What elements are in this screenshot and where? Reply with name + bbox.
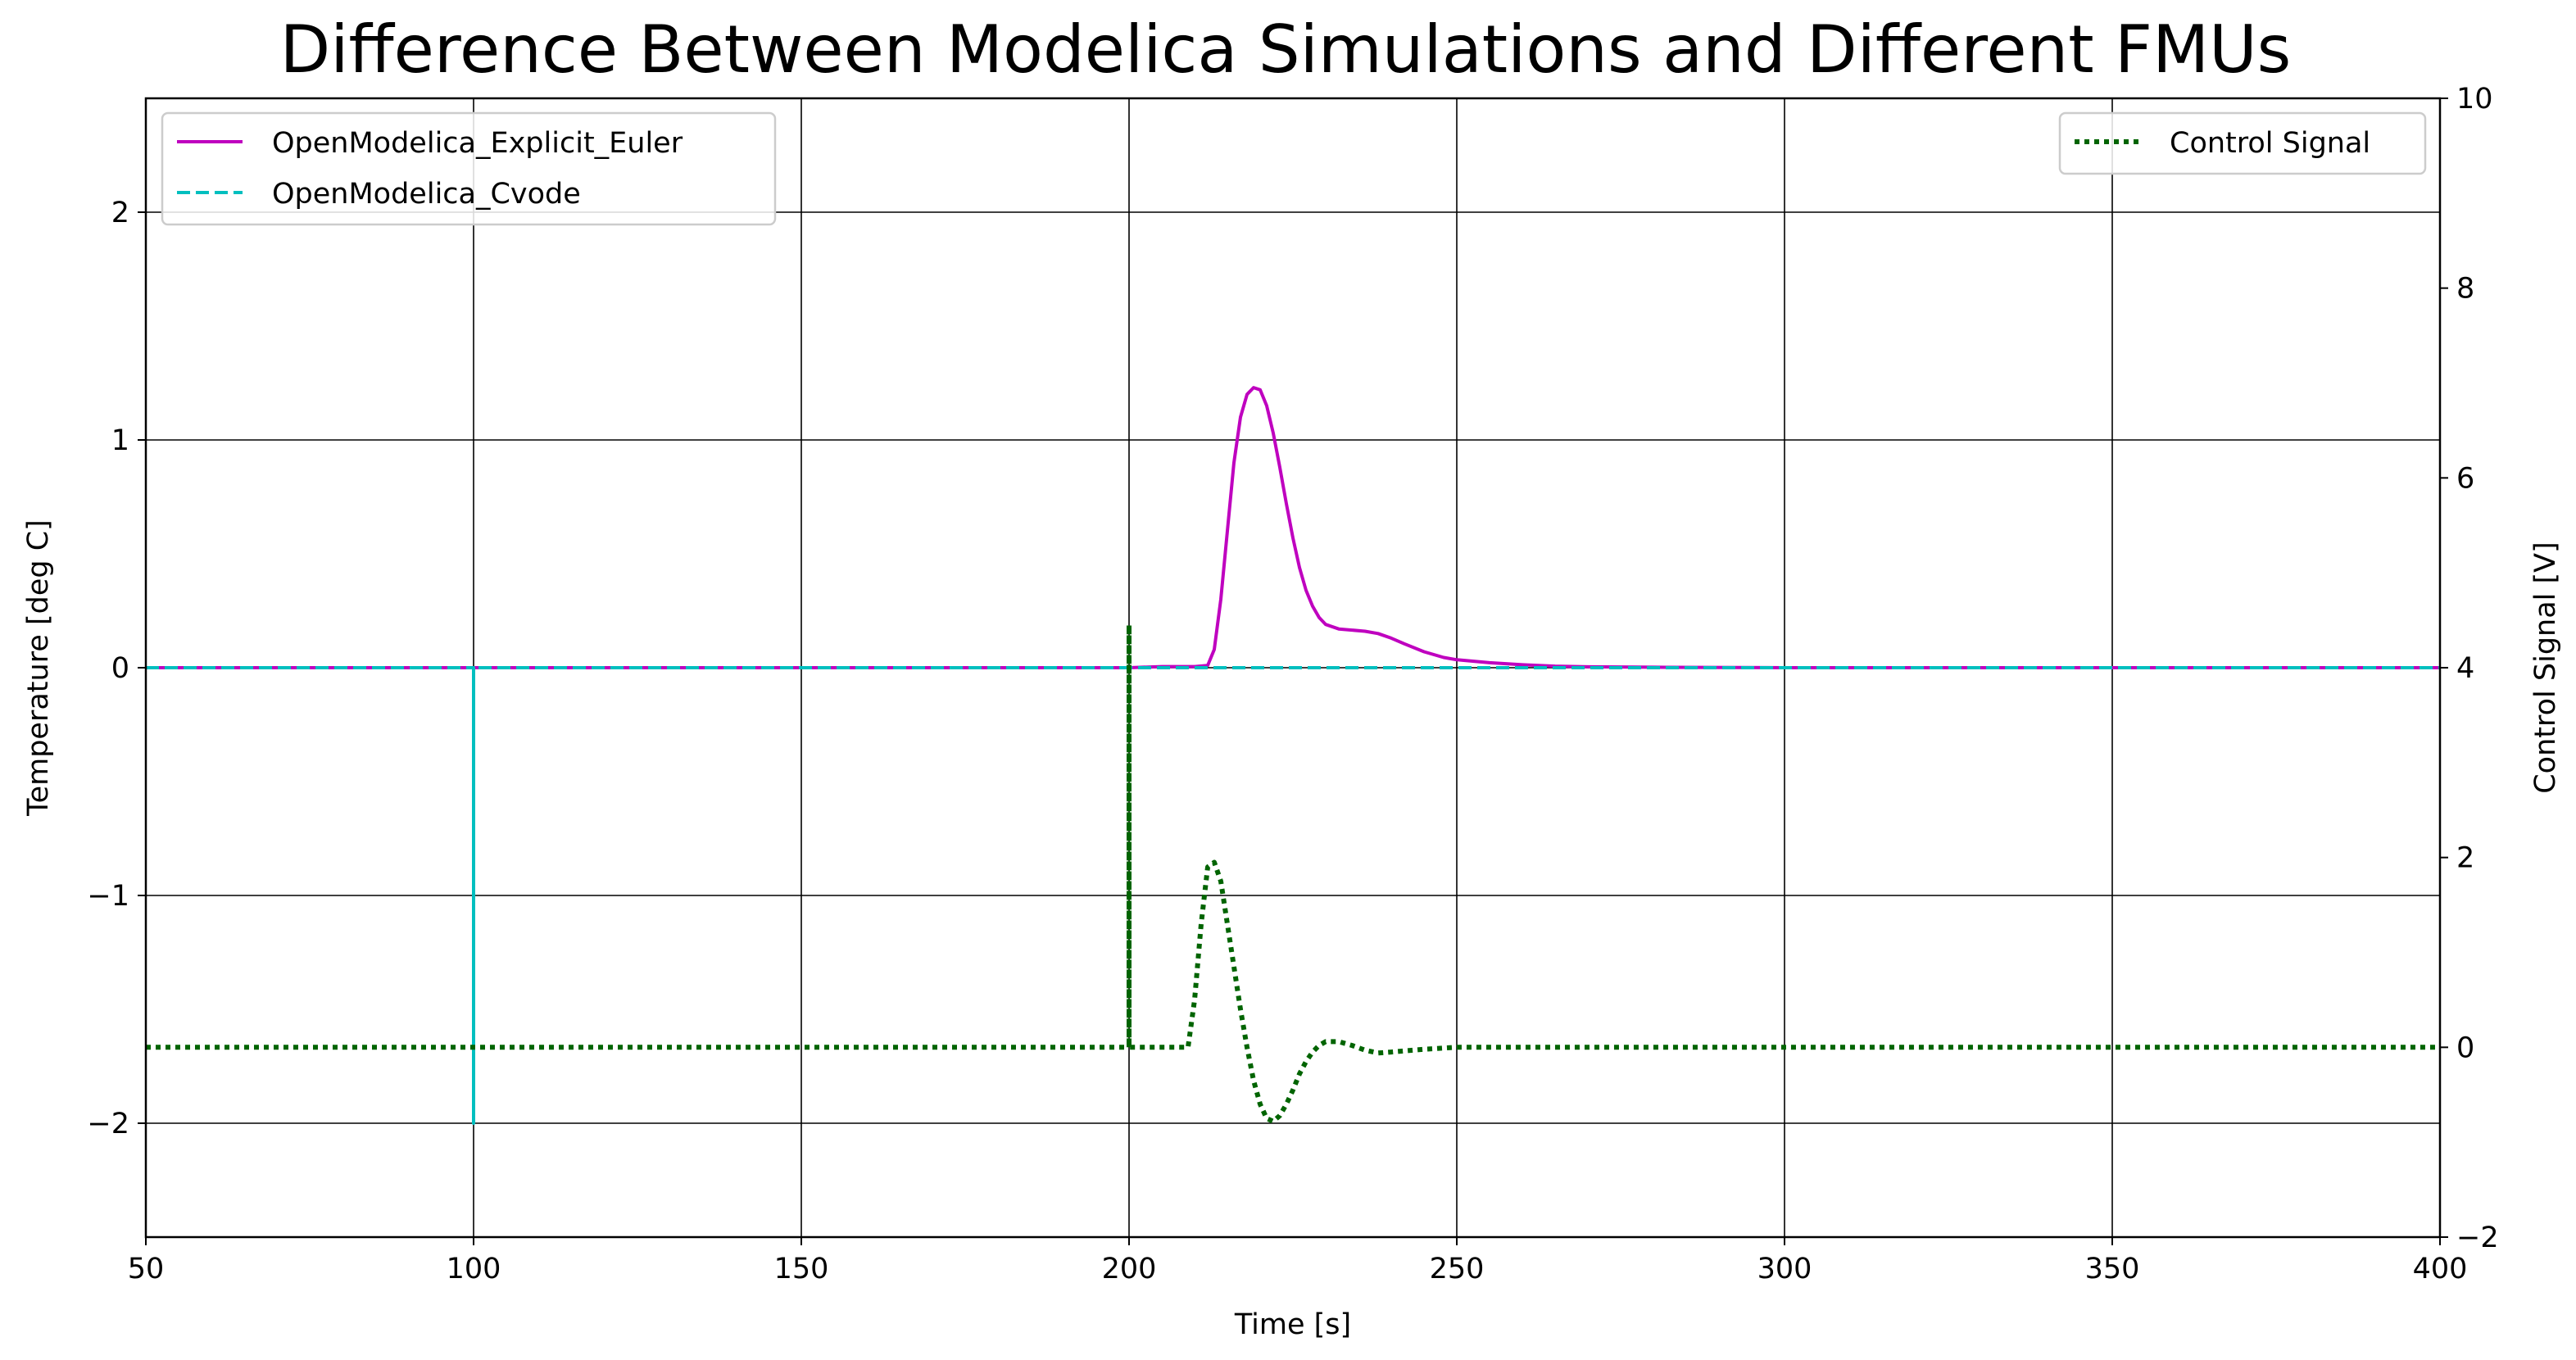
- y-right-tick-label: 10: [2456, 83, 2493, 116]
- series-layer: [146, 386, 2440, 1125]
- legend-label-control: Control Signal: [2170, 127, 2370, 160]
- y-left-tick-label: 2: [111, 197, 129, 229]
- x-tick-label: 400: [2413, 1253, 2468, 1285]
- y-left-tick-label: −1: [87, 880, 129, 913]
- x-tick-label: 100: [447, 1253, 501, 1285]
- y-left-tick-label: 1: [111, 424, 129, 457]
- y-right-tick-label: 8: [2456, 273, 2474, 306]
- x-tick-label: 200: [1102, 1253, 1157, 1285]
- y-right-tick-label: 0: [2456, 1031, 2474, 1064]
- legend-label-euler: OpenModelica_Explicit_Euler: [272, 127, 683, 160]
- left-y-axis: −2 −1 0 1 2: [87, 197, 146, 1140]
- x-tick-label: 50: [128, 1253, 165, 1285]
- legend-box: [2058, 111, 2427, 175]
- legend-control: Control Signal: [2058, 111, 2427, 175]
- chart-title: Difference Between Modelica Simulations …: [280, 11, 2292, 88]
- x-tick-label: 150: [774, 1253, 829, 1285]
- x-axis: 50 100 150 200 250 300 350 400: [128, 1237, 2468, 1285]
- x-tick-label: 250: [1430, 1253, 1485, 1285]
- series-control-line: [146, 622, 2440, 1124]
- x-tick-label: 300: [1757, 1253, 1812, 1285]
- series-euler-line: [146, 386, 2440, 669]
- x-axis-label: Time [s]: [1234, 1308, 1351, 1341]
- y-right-tick-label: −2: [2456, 1222, 2499, 1254]
- x-tick-label: 350: [2085, 1253, 2140, 1285]
- right-y-axis: −2 0 2 4 6 8 10: [2440, 83, 2499, 1254]
- right-y-axis-label: Control Signal [V]: [2529, 542, 2562, 794]
- left-y-axis-label: Temperature [deg C]: [22, 519, 55, 817]
- legend-temperature: OpenModelica_Explicit_Euler OpenModelica…: [161, 111, 777, 226]
- y-left-tick-label: −2: [87, 1108, 129, 1140]
- y-left-tick-label: 0: [111, 652, 129, 685]
- y-right-tick-label: 6: [2456, 462, 2474, 495]
- legend-box: [161, 111, 777, 226]
- y-right-tick-label: 2: [2456, 842, 2474, 875]
- legend-label-cvode: OpenModelica_Cvode: [272, 178, 581, 211]
- y-right-tick-label: 4: [2456, 652, 2474, 685]
